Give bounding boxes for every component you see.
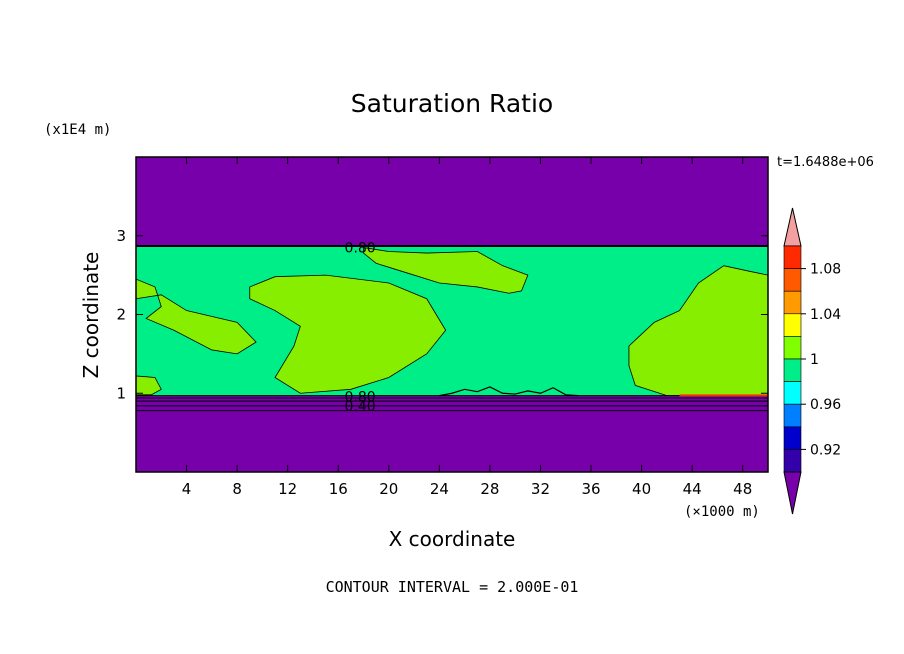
colorbar-band	[783, 449, 802, 473]
colorbar-band	[783, 403, 802, 428]
y-axis-label: Z coordinate	[79, 252, 103, 379]
contour-disturbance	[439, 386, 579, 397]
time-label: t=1.6488e+06	[777, 155, 874, 170]
colorbar-label: 0.92	[810, 442, 841, 458]
colorbar-band	[783, 381, 802, 405]
colorbar-top-arrow	[783, 207, 802, 247]
x-tick-label: 4	[182, 480, 192, 498]
y-tick-label: 2	[116, 306, 126, 324]
region-lower-dry-layer	[136, 395, 768, 472]
colorbar-band	[783, 358, 802, 382]
y-tick-label: 3	[116, 227, 126, 245]
x-tick-label: 28	[480, 480, 499, 498]
colorbar-band	[783, 290, 802, 315]
colorbar: 1.08 1.04 1 0.96 0.92	[783, 207, 841, 515]
x-unit-label: (×1000 m)	[684, 504, 760, 520]
colorbar-band	[783, 268, 802, 292]
colorbar-band	[783, 245, 802, 269]
y-unit-label: (x1E4 m)	[44, 122, 111, 138]
x-tick-label: 16	[329, 480, 348, 498]
x-tick-label: 12	[278, 480, 297, 498]
y-tick-label: 1	[116, 384, 126, 402]
x-tick-label: 32	[531, 480, 550, 498]
colorbar-label: 1.08	[810, 262, 841, 278]
x-tick-label: 44	[683, 480, 702, 498]
region-upper-dry-layer	[136, 157, 768, 246]
patch-right	[628, 265, 768, 397]
x-tick-label: 48	[733, 480, 752, 498]
colorbar-label: 1.04	[810, 307, 841, 323]
colorbar-band	[783, 313, 802, 337]
x-tick-label: 20	[379, 480, 398, 498]
x-tick-label: 36	[581, 480, 600, 498]
x-tick-label: 24	[430, 480, 449, 498]
contour-interval-footer: CONTOUR INTERVAL = 2.000E-01	[326, 578, 579, 596]
patch-top-center	[363, 247, 529, 294]
contour-label: 0.40	[345, 399, 376, 415]
x-axis-label: X coordinate	[389, 527, 516, 551]
plot-fill	[136, 157, 768, 472]
plot-area: 0.800.800.40	[135, 156, 769, 473]
colorbar-label: 0.96	[810, 397, 841, 413]
colorbar-band	[783, 426, 802, 450]
contour-label: 0.80	[345, 389, 376, 405]
chart-title: Saturation Ratio	[351, 89, 553, 118]
colorbar-bottom-arrow	[783, 471, 802, 515]
supersat-sliver	[679, 394, 768, 397]
patch-left-middle	[249, 274, 447, 394]
contour-label: 0.80	[345, 241, 376, 257]
colorbar-band	[783, 336, 802, 360]
patch-left-top	[136, 278, 257, 355]
colorbar-label: 1	[810, 352, 819, 368]
x-tick-label: 8	[232, 480, 242, 498]
patch-left-bottom	[136, 375, 162, 396]
x-tick-label: 40	[632, 480, 651, 498]
